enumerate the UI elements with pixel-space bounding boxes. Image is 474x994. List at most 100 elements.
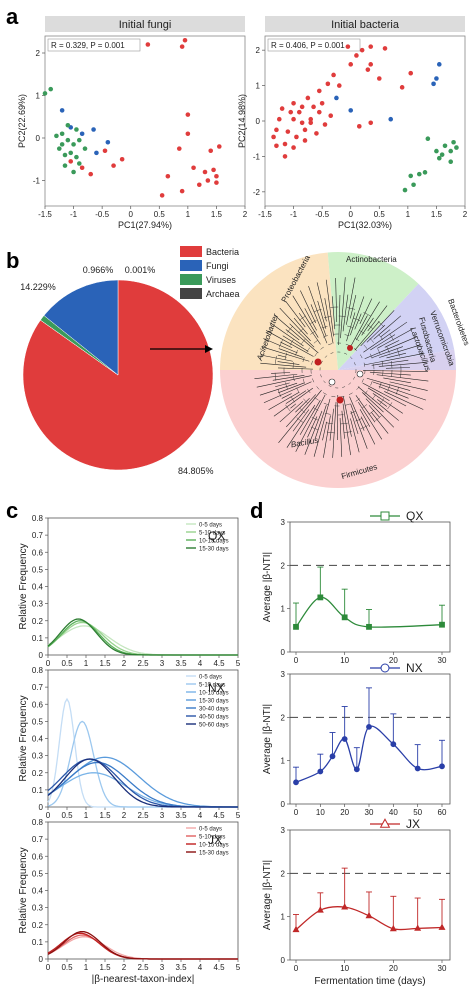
tree-branch [317,300,327,329]
y-tick-label: 0.1 [32,786,44,795]
tree-branch [266,330,314,357]
y-tick-label: 0.1 [32,634,44,643]
tree-branch [285,301,306,328]
nti-density-nx: 0 0.1 0.2 0.3 0.4 0.5 0.6 0.7 0.8 0 0.5 1 1.5 2 2.5 3 3.… [18,666,241,820]
data-point [302,127,308,133]
tree-branch [341,410,345,439]
tree-branch [278,382,305,394]
plot-frame [289,673,451,805]
tree-branch [355,395,376,423]
data-point [302,138,308,143]
data-point [285,129,291,134]
y-tick-label: 0.6 [32,852,44,861]
data-point [179,188,185,194]
plot-frame [289,829,451,961]
tree-branch [272,374,305,381]
data-point [325,81,331,87]
x-tick-label: -1.5 [38,210,52,219]
tree-branch [278,389,322,443]
tree-branch [346,277,356,325]
tree-branch [293,317,308,335]
x-tick-label: 1 [84,963,89,972]
site-label: JX [208,833,222,847]
y-tick-label: 0.3 [32,904,44,913]
data-point [82,146,88,151]
y-axis-label: Average |β-NTI| [262,860,273,930]
data-point [382,46,388,51]
site-label: NX [208,681,225,695]
tree-branch [278,348,304,358]
data-point [94,150,99,156]
density-curve [47,930,238,960]
pcoa-bacteria-chart: Initial bacteria -1.5 -1 -0.5 0 0.5 1 1.5 2 -2 -1 0… [237,16,468,230]
y-tick-label: 0.8 [32,818,44,827]
density-curve [47,620,238,656]
tree-branch [285,394,317,428]
tree-branch [254,373,298,380]
tree-branch [324,298,334,344]
x-tick-label: 4 [198,811,203,820]
annotation-box [267,38,361,52]
data-point [288,109,294,115]
tree-branch [314,405,327,440]
data-point [448,159,454,165]
x-tick-label: 30 [438,656,447,665]
tree-branch [360,416,376,445]
tree-branch [298,312,321,345]
density-curve [47,936,238,960]
tree-branch [342,294,349,332]
tree-branch [378,361,427,367]
data-point [341,903,349,910]
data-point [182,37,188,43]
legend-label: 10-15 days [199,843,229,849]
data-point [296,109,302,115]
x-tick-label: 1 [406,210,411,219]
legend-label: Viruses [206,275,236,285]
x-tick-label: 3.5 [175,811,187,820]
tree-branch [313,398,331,457]
x-tick-label: 0 [46,811,51,820]
annotation-text: R = 0.406, P = 0.001 [271,41,345,50]
tree-branch [295,394,326,452]
tree-branch [289,323,315,348]
data-point [353,766,360,773]
y-tick-label: 0 [281,956,286,965]
data-point [299,104,305,110]
data-point [211,167,216,173]
data-point [68,150,74,156]
tree-branch [384,391,424,410]
tree-branch [389,381,428,391]
y-tick-label: 0.5 [32,869,44,878]
tree-branch [349,396,365,431]
tree-branch [371,412,389,434]
y-tick-label: 1 [281,757,286,766]
tree-branch [280,341,293,349]
data-point [308,116,314,122]
data-point [366,623,372,630]
x-axis-label: PC1(32.03%) [338,220,392,230]
data-point [314,131,319,136]
y-axis-label: Relative Frequency [18,695,29,781]
data-point [274,127,279,133]
x-tick-label: 2 [122,811,127,820]
legend-label: Bacteria [206,247,239,257]
tree-branch [273,387,314,417]
data-point [439,152,445,157]
legend-label: 15-30 days [199,699,229,705]
legend-swatch [180,260,202,271]
annotation-text: R = 0.329, P = 0.001 [51,41,125,50]
y-tick-label: -1 [253,152,261,161]
x-tick-label: 60 [438,808,447,817]
data-point [366,723,372,730]
data-point [348,62,354,67]
data-point [159,193,165,198]
tree-branch [350,410,359,435]
tree-branch [295,397,310,413]
pie-slice-label: 84.805% [178,466,214,476]
tree-branch [335,278,338,323]
x-axis-label: Fermentation time (days) [314,976,425,987]
x-tick-label: 0.5 [61,811,73,820]
x-tick-label: 0.5 [61,963,73,972]
y-axis-label: Relative Frequency [18,847,29,933]
